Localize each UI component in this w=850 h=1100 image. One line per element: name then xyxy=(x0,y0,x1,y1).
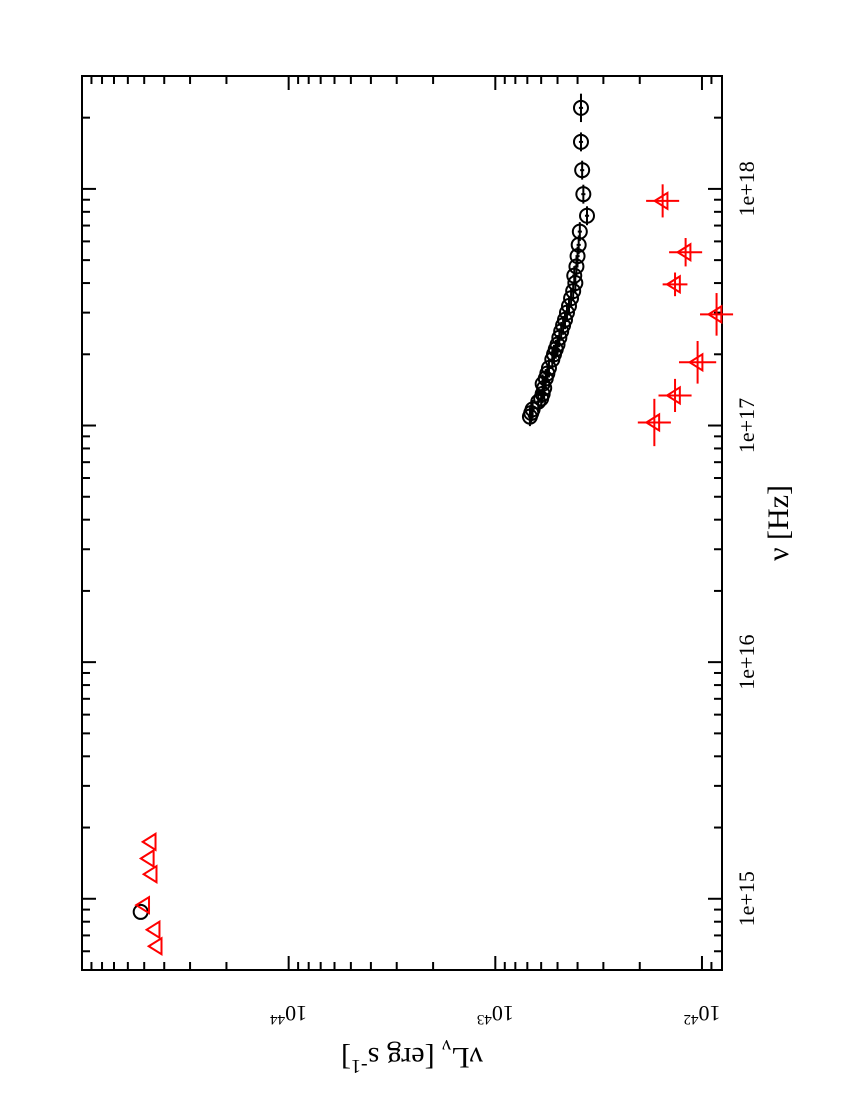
data-point-circle xyxy=(563,290,580,307)
data-point-circle xyxy=(574,162,591,179)
x-axis-title: ν [Hz] xyxy=(762,485,795,561)
data-point-circle xyxy=(575,186,592,203)
x-tick-label: 1e+16 xyxy=(734,635,759,690)
data-point-circle xyxy=(566,267,583,284)
y-axis-title-text: νLν [erg s-1] xyxy=(341,1035,483,1077)
data-point-triangle xyxy=(146,936,163,957)
series-1-triangle xyxy=(134,184,734,957)
y-tick-label-text: 1044 xyxy=(270,1001,308,1027)
data-point-triangle xyxy=(134,895,151,915)
data-point-circle xyxy=(572,99,589,116)
data-point-circle xyxy=(540,360,557,377)
data-point-triangle xyxy=(141,864,158,885)
y-tick-label-text: 1043 xyxy=(477,1001,514,1027)
y-tick-label-text: 1042 xyxy=(683,1001,720,1027)
data-point-triangle xyxy=(706,304,723,325)
data-point-triangle xyxy=(144,919,161,940)
y-tick-label: 1043 xyxy=(477,1001,514,1027)
y-axis-title: νLν [erg s-1] xyxy=(341,1035,483,1077)
data-point-circle xyxy=(571,223,588,240)
y-tick-label: 1042 xyxy=(683,1001,720,1027)
x-tick-label: 1e+17 xyxy=(734,398,759,453)
data-point-triangle xyxy=(644,412,661,433)
series-0-circle xyxy=(132,93,596,920)
data-point-triangle xyxy=(140,832,157,852)
data-point-circle xyxy=(530,393,547,410)
y-tick-label: 1044 xyxy=(270,1001,308,1027)
data-point-circle xyxy=(569,248,586,265)
data-point-circle xyxy=(579,207,596,224)
x-tick-label: 1e+15 xyxy=(734,871,759,926)
data-point-triangle xyxy=(665,274,681,295)
data-point-circle xyxy=(572,133,589,150)
data-point-triangle xyxy=(138,848,155,869)
data-point-triangle xyxy=(652,191,669,211)
data-point-circle xyxy=(565,283,582,300)
data-point-circle xyxy=(568,258,585,275)
data-point-triangle xyxy=(687,352,704,373)
data-point-triangle xyxy=(675,242,692,263)
x-tick-label: 1e+18 xyxy=(734,161,759,216)
data-point-triangle xyxy=(665,385,681,406)
plot-frame xyxy=(81,75,723,971)
